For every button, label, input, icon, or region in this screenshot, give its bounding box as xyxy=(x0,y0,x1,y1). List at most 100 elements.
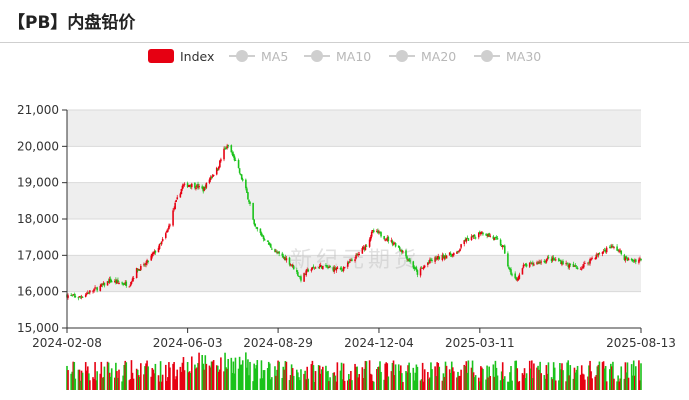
candle xyxy=(180,188,183,195)
candle-body xyxy=(340,268,343,270)
candle xyxy=(167,227,169,233)
candle-body xyxy=(172,210,174,226)
volume-bar xyxy=(303,373,305,390)
candle-body xyxy=(487,233,489,237)
volume-bar xyxy=(255,365,258,390)
volume-bar xyxy=(99,373,102,390)
candle xyxy=(283,256,286,261)
candle xyxy=(114,279,116,284)
candle-body xyxy=(153,250,156,254)
candle-body xyxy=(552,257,555,260)
candle-body xyxy=(423,265,426,268)
volume-bar xyxy=(554,380,557,390)
volume-bar xyxy=(131,372,134,390)
candle-body xyxy=(610,246,612,248)
candle-body xyxy=(609,247,611,249)
candle xyxy=(445,254,448,259)
candle xyxy=(248,199,250,204)
candle-body xyxy=(631,259,634,262)
volume-bar xyxy=(167,377,169,390)
volume-bars xyxy=(66,352,642,390)
volume-bar xyxy=(93,378,95,390)
candle xyxy=(292,264,295,270)
plot-band xyxy=(67,110,641,147)
candle-body xyxy=(248,199,250,203)
candle xyxy=(216,168,219,171)
candle xyxy=(482,232,484,236)
volume-bar xyxy=(216,365,219,390)
volume-bar xyxy=(208,365,211,390)
candle xyxy=(485,233,487,236)
volume-bar xyxy=(124,360,127,390)
candle xyxy=(492,234,495,241)
candle-body xyxy=(603,250,606,252)
candle-body xyxy=(67,295,69,298)
candle xyxy=(99,283,102,292)
candle xyxy=(135,267,138,279)
volume-bar xyxy=(333,372,336,390)
candle-body xyxy=(205,182,208,188)
candle xyxy=(189,184,192,189)
candle-body xyxy=(427,262,429,265)
legend-item-ma30[interactable]: MA30 xyxy=(474,46,541,66)
legend-item-ma5[interactable]: MA5 xyxy=(229,46,288,66)
candle-body xyxy=(88,292,90,294)
candle-body xyxy=(106,281,109,286)
volume-bar xyxy=(108,372,111,390)
volume-bar xyxy=(551,379,554,390)
candle xyxy=(237,158,240,169)
volume-bar xyxy=(545,365,548,390)
volume-bar xyxy=(383,379,385,390)
volume-bar xyxy=(95,380,97,390)
legend-item-ma10[interactable]: MA10 xyxy=(304,46,371,66)
candle-body xyxy=(300,276,302,281)
volume-bar xyxy=(604,365,607,390)
y-tick-label: 20,000 xyxy=(17,139,59,153)
volume-bar xyxy=(132,378,135,390)
candle-body xyxy=(574,265,577,267)
candle-body xyxy=(572,263,575,267)
candle xyxy=(271,247,273,250)
candle-body xyxy=(493,237,496,240)
volume-bar xyxy=(436,362,438,390)
volume-bar xyxy=(415,364,418,390)
candle-body xyxy=(448,252,451,255)
legend-item-index[interactable]: Index xyxy=(148,46,214,66)
candle-body xyxy=(252,202,254,220)
volume-bar xyxy=(169,367,171,390)
candle xyxy=(101,283,104,288)
candle-body xyxy=(305,270,307,276)
candle xyxy=(523,264,526,266)
volume-bar xyxy=(515,360,518,390)
legend-item-ma20[interactable]: MA20 xyxy=(389,46,456,66)
volume-bar xyxy=(85,370,88,390)
candle-body xyxy=(372,230,375,233)
volume-bar xyxy=(547,362,550,390)
candle-body xyxy=(589,259,591,264)
candle-body xyxy=(322,266,324,270)
candle-body xyxy=(212,174,215,177)
legend-label-ma30: MA30 xyxy=(506,48,542,64)
volume-bar xyxy=(384,363,386,390)
candle xyxy=(145,260,147,268)
candle xyxy=(219,159,221,168)
volume-bar xyxy=(631,375,634,390)
candle-body xyxy=(486,234,488,236)
candle xyxy=(459,248,461,252)
candle-body xyxy=(195,188,197,190)
volume-bar xyxy=(471,360,474,390)
volume-bar xyxy=(560,369,562,390)
candle-body xyxy=(489,235,492,237)
candle xyxy=(415,265,418,272)
candle-body xyxy=(480,232,482,235)
volume-bar xyxy=(215,365,218,390)
candle xyxy=(151,251,154,259)
candle-body xyxy=(553,259,556,261)
volume-bar xyxy=(158,381,161,390)
candle-body xyxy=(463,240,466,244)
volume-bar xyxy=(479,381,481,390)
candle xyxy=(351,257,353,262)
candle xyxy=(266,240,269,242)
volume-bar xyxy=(355,366,357,390)
